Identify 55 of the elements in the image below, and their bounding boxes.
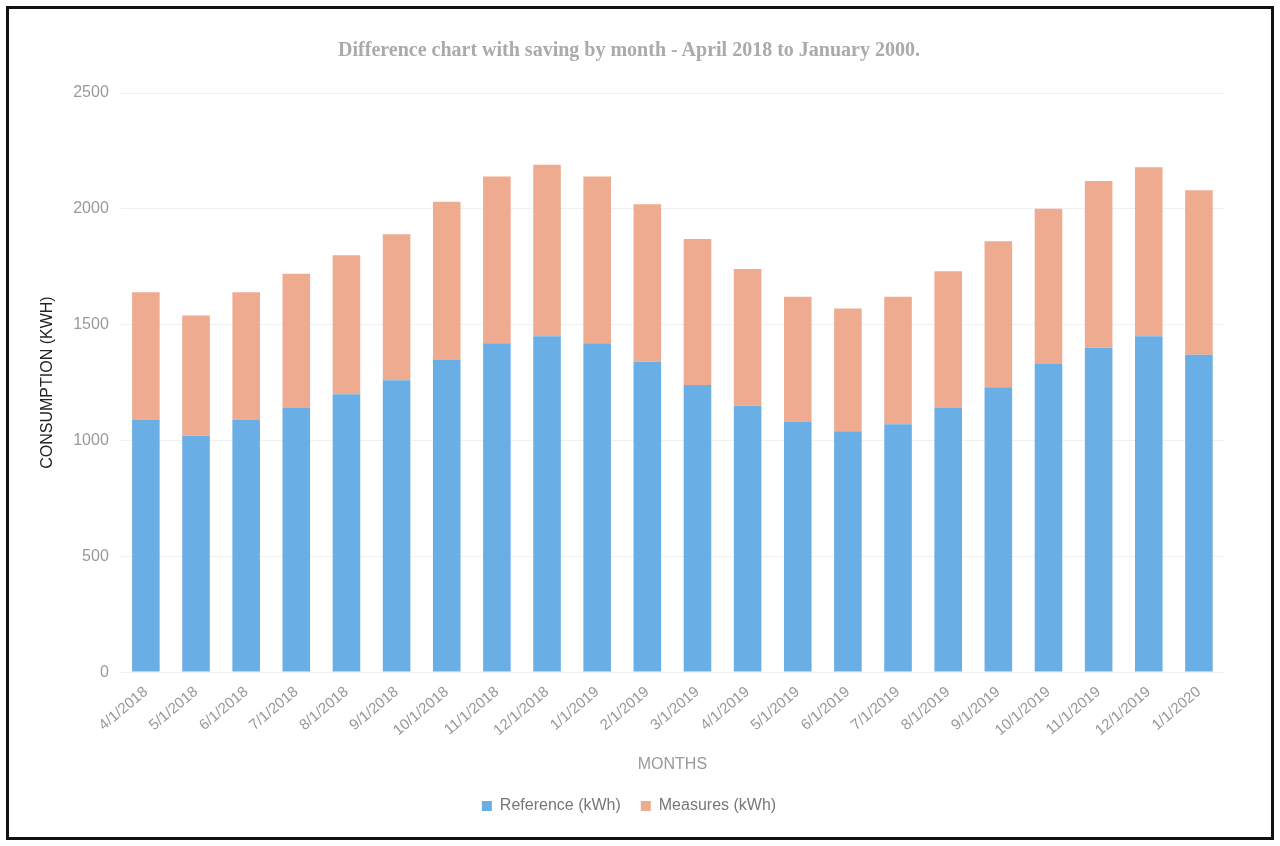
- chart-title: Difference chart with saving by month - April 2018 to January 2000.: [338, 38, 920, 62]
- bar: [182, 435, 210, 672]
- bar: [733, 269, 762, 406]
- bar: [332, 255, 361, 395]
- bar: [1134, 336, 1163, 672]
- bar: [783, 296, 812, 422]
- bar: [984, 241, 1013, 388]
- y-tick-label: 2000: [73, 199, 109, 217]
- bar: [683, 384, 712, 672]
- bar: [432, 359, 461, 672]
- bar: [1134, 167, 1163, 337]
- bar: [382, 234, 411, 381]
- y-tick-label: 500: [82, 546, 109, 564]
- bar: [834, 431, 862, 672]
- bar: [533, 336, 561, 672]
- bar: [1084, 181, 1113, 348]
- bar: [1185, 354, 1213, 672]
- bar: [633, 204, 662, 362]
- y-axis-title: CONSUMPTION (KWH): [38, 296, 56, 469]
- bar: [683, 238, 712, 385]
- bar: [182, 315, 210, 436]
- bar: [382, 380, 411, 672]
- bar: [834, 308, 862, 432]
- bar: [733, 405, 762, 672]
- bar: [934, 408, 962, 672]
- bar: [282, 408, 311, 672]
- bar: [282, 273, 311, 409]
- bar: [583, 343, 611, 672]
- bar: [132, 419, 160, 672]
- bar: [984, 387, 1013, 672]
- bar: [884, 296, 912, 425]
- bar: [132, 292, 160, 420]
- bar: [1084, 347, 1113, 672]
- bar: [583, 176, 611, 344]
- bar: [432, 201, 461, 360]
- bar: [633, 361, 662, 672]
- bar: [483, 176, 511, 344]
- bar: [783, 421, 812, 672]
- bar: [533, 164, 561, 337]
- bar: [483, 343, 511, 672]
- y-tick-label: 1500: [73, 315, 109, 333]
- bar: [232, 419, 260, 672]
- legend-label: Reference (kWh): [499, 796, 621, 814]
- x-axis-title: MONTHS: [637, 754, 708, 772]
- bar: [1034, 208, 1063, 365]
- bar: [1185, 190, 1213, 355]
- bar: [232, 292, 260, 420]
- bar: [934, 271, 962, 409]
- y-tick-label: 0: [99, 662, 109, 680]
- bar: [1034, 364, 1063, 672]
- bar: [884, 424, 912, 672]
- y-tick-label: 2500: [73, 83, 109, 101]
- y-tick-label: 1000: [73, 430, 109, 448]
- legend-label: Measures (kWh): [658, 796, 777, 814]
- bar: [332, 394, 361, 672]
